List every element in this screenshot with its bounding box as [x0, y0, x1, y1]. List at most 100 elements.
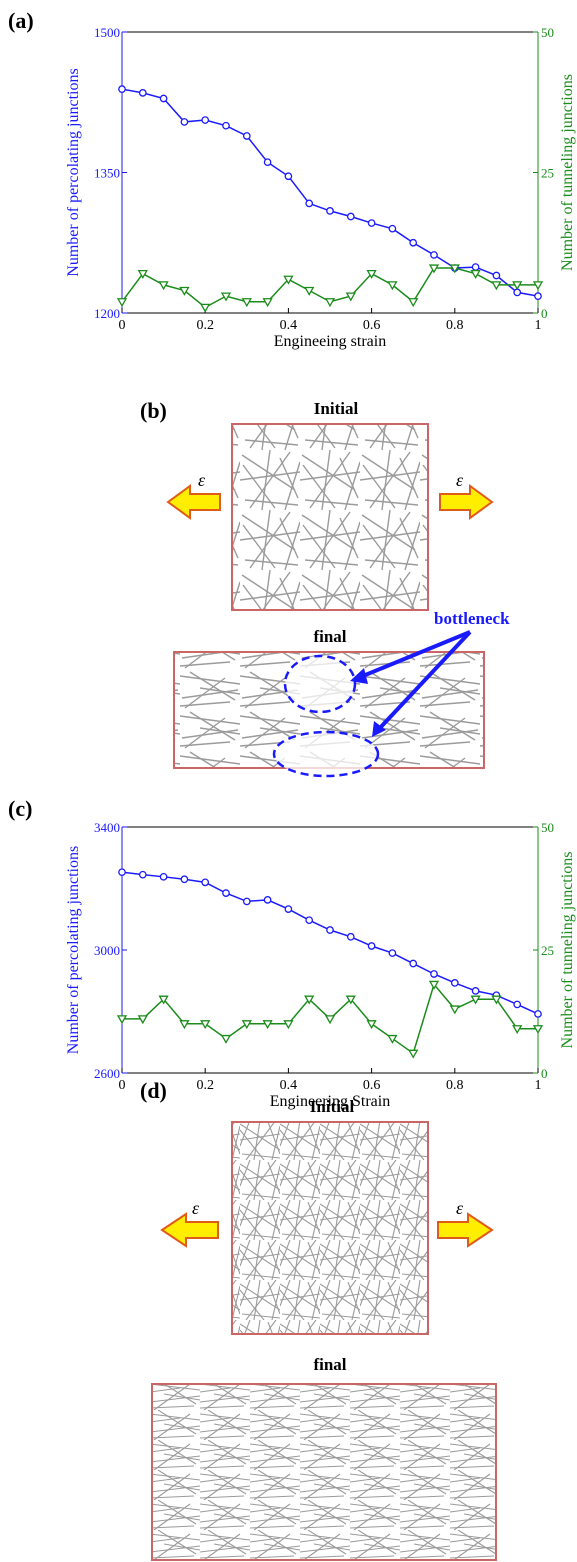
initial-title-d: Initial — [310, 1097, 355, 1116]
strain-arrow-left-b — [166, 484, 221, 520]
chart-c-series-right-point — [116, 1015, 128, 1025]
chart-c-series-right-point — [324, 1015, 336, 1025]
chart-c-series-left-point — [263, 896, 272, 904]
chart-c-y2tick-label: 50 — [541, 820, 554, 835]
chart-a-series-left-point — [138, 89, 147, 97]
chart-c-series-right-point — [428, 980, 440, 990]
chart-c-series-left-point — [118, 868, 126, 877]
strain-symbol-left-d: ε — [192, 1198, 200, 1218]
chart-a-series-right-point — [241, 298, 252, 308]
chart-c-series-right-point — [491, 995, 502, 1005]
bottleneck-arrows — [350, 630, 472, 737]
chart-a-series-right-point — [366, 270, 377, 279]
panel-label-b: (b) — [140, 398, 167, 423]
initial-network-b — [231, 423, 429, 611]
chart-c-ylabel: Number of percolating junctions — [65, 846, 82, 1054]
chart-a-ytick-label: 1200 — [94, 306, 120, 321]
chart-c-series-right-point — [304, 995, 315, 1005]
chart-c-xtick-label: 0 — [119, 1078, 126, 1093]
panel-label-a: (a) — [8, 8, 34, 33]
chart-c-series-right-point — [283, 1020, 294, 1030]
strain-symbol-right-b: ε — [456, 470, 464, 490]
panel-label-d: (d) — [140, 1078, 167, 1103]
chart-a-xtick-label: 0.2 — [196, 318, 214, 333]
chart-a-series-left-point — [159, 94, 168, 103]
chart-a-xtick-label: 0 — [119, 318, 126, 333]
chart-a-series-right-point — [137, 270, 148, 279]
chart-a-series-left-point — [242, 132, 251, 140]
chart-c-series-left-point — [430, 970, 438, 978]
panel-label-c: (c) — [8, 796, 33, 821]
chart-a-series-left-point — [118, 85, 126, 93]
strain-arrow-right-b — [439, 484, 494, 520]
chart-a-series-left-point — [326, 207, 334, 215]
chart-a-series-left-point — [492, 271, 501, 280]
chart-a-series-right-point — [283, 275, 294, 285]
chart-c-series-right-point — [512, 1025, 523, 1035]
chart-a-series-right-point — [387, 281, 398, 291]
chart-a-series-left-point — [471, 263, 480, 271]
chart-a-y2tick-label: 50 — [541, 25, 554, 40]
chart-a-xlabel: Engineeing strain — [274, 333, 386, 350]
chart-c-series-left-point — [450, 979, 459, 987]
chart-a-ytick-label: 1350 — [94, 166, 120, 181]
chart-c-series-right-point — [137, 1015, 148, 1025]
chart-a-series-right-point — [491, 281, 502, 291]
chart-c-xlabel: Engineering Strain — [270, 1093, 390, 1110]
chart-c-series-left-point — [201, 878, 210, 887]
chart-c-series-right-point — [366, 1020, 377, 1030]
chart-c-series-left-point — [346, 932, 355, 941]
final-title-d: final — [313, 1355, 346, 1374]
chart-a-series-left-point — [201, 116, 210, 124]
chart-a-series-right-point — [262, 298, 273, 308]
chart-c-xtick-label: 0.2 — [196, 1078, 214, 1093]
chart-c-xtick-label: 0.4 — [280, 1078, 298, 1093]
chart-a-series-right-point — [345, 292, 356, 302]
chart-c-series-right-point — [345, 995, 356, 1005]
chart-a-series-left-point — [409, 238, 418, 247]
chart-c-xtick-label: 0.6 — [363, 1078, 381, 1093]
chart-a: 0 0.2 0.4 0.6 0.8 1 1200 1350 1500 0 25 50 Engineein… — [65, 25, 576, 350]
chart-c-series-right-point — [241, 1020, 252, 1030]
chart-a-series-right-point — [512, 281, 523, 291]
chart-a-y2label: Number of tunneling junctions — [559, 74, 576, 271]
chart-c-series-right-point — [262, 1020, 273, 1030]
chart-c-series-left-point — [326, 926, 334, 934]
chart-a-series-right-point — [304, 286, 315, 296]
initial-title-b: Initial — [314, 399, 359, 418]
chart-c-xtick-label: 1 — [535, 1078, 542, 1093]
chart-a-series-left-point — [430, 251, 438, 259]
chart-a-series-left-point — [263, 158, 272, 167]
chart-a-series-left-point — [534, 292, 542, 300]
chart-a-series-left-point — [222, 121, 230, 130]
chart-c-series-left-point — [180, 875, 189, 884]
strain-symbol-left-b: ε — [198, 470, 206, 490]
chart-a-series-left-point — [180, 118, 189, 126]
chart-c-xtick-label: 0.8 — [446, 1078, 464, 1093]
chart-c-series-left-point — [409, 959, 418, 968]
chart-a-xtick-label: 0.6 — [363, 318, 381, 333]
chart-c-series-left-point — [242, 897, 251, 906]
chart-c-series-right-point — [220, 1034, 232, 1044]
strain-arrow-right-d — [437, 1212, 494, 1248]
chart-c-series-left-point — [471, 987, 480, 995]
chart-a-series-right-point — [408, 298, 419, 308]
bottleneck-ellipse-1 — [283, 654, 357, 714]
chart-a-xtick-label: 1 — [535, 318, 542, 333]
chart-a-ytick-label: 1500 — [94, 25, 120, 40]
chart-c-y2tick-label: 25 — [541, 943, 554, 958]
chart-a-xtick-label: 0.8 — [446, 318, 464, 333]
chart-c-series-right-point — [158, 995, 169, 1005]
chart-c-series-right-point — [470, 995, 481, 1005]
chart-c-series-right-point — [387, 1034, 398, 1044]
chart-c-series-right-point — [449, 1005, 460, 1015]
chart-c-series-left-point — [388, 949, 397, 957]
chart-a-series-right-point — [200, 303, 211, 313]
chart-a-series-right-point — [220, 292, 232, 302]
chart-c-series-left-point — [138, 870, 147, 879]
chart-c-series-left-point — [222, 889, 230, 897]
network-panel-d: Initial ε ε final — [151, 1097, 497, 1561]
chart-a-series-left-point — [346, 212, 355, 221]
network-panel-b: Initial ε ε final bottleneck — [166, 399, 510, 778]
chart-a-series-right-point — [428, 264, 440, 274]
